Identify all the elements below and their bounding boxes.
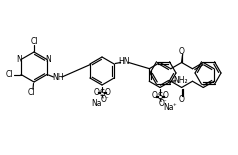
Text: S: S xyxy=(157,92,163,101)
Text: N: N xyxy=(46,55,51,64)
Text: O: O xyxy=(101,95,106,104)
Text: O: O xyxy=(163,91,169,100)
Text: Cl: Cl xyxy=(27,88,35,97)
Text: O: O xyxy=(152,91,158,100)
Text: ⁻: ⁻ xyxy=(105,96,108,102)
Text: HN: HN xyxy=(118,58,130,66)
Text: O: O xyxy=(94,88,99,97)
Text: S: S xyxy=(99,89,105,97)
Text: ⁺: ⁺ xyxy=(173,104,176,109)
Text: O: O xyxy=(179,95,185,104)
Text: Na: Na xyxy=(92,100,102,108)
Text: Cl: Cl xyxy=(30,38,38,46)
Text: O: O xyxy=(159,98,164,108)
Text: NH: NH xyxy=(52,73,64,82)
Text: Cl: Cl xyxy=(5,70,13,79)
Text: Na: Na xyxy=(164,103,174,112)
Text: NH₂: NH₂ xyxy=(174,76,188,85)
Text: ⁻: ⁻ xyxy=(163,100,166,106)
Text: O: O xyxy=(179,46,185,55)
Text: O: O xyxy=(104,88,110,97)
Text: N: N xyxy=(17,55,22,64)
